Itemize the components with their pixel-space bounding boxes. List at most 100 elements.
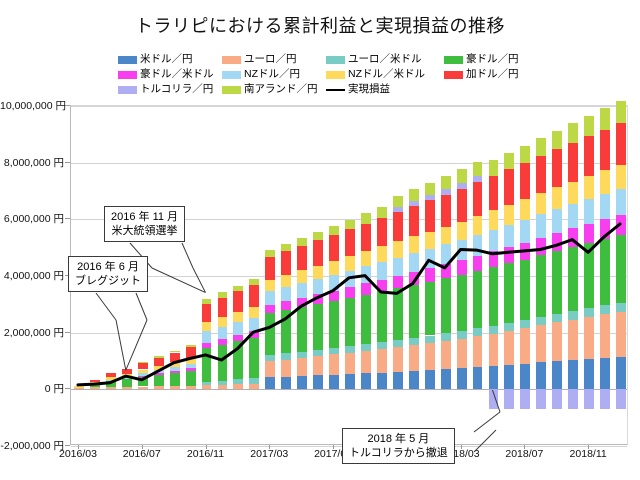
bar-segment bbox=[297, 283, 308, 298]
bar-segment bbox=[392, 288, 403, 340]
legend-item-9[interactable]: 南アランド／円 bbox=[222, 84, 326, 95]
legend-item-5[interactable]: NZドル／円 bbox=[222, 69, 326, 80]
legend-item-4[interactable]: 豪ドル／米ドル bbox=[118, 69, 222, 80]
bar-segment bbox=[456, 240, 467, 261]
bar-column[interactable] bbox=[169, 106, 180, 446]
bar-segment bbox=[217, 338, 228, 345]
bar-segment bbox=[249, 338, 260, 379]
bar-segment bbox=[504, 322, 515, 331]
bar-column[interactable] bbox=[456, 106, 467, 446]
bar-segment bbox=[201, 321, 212, 332]
bar-segment bbox=[233, 322, 244, 335]
bar-segment bbox=[265, 361, 276, 378]
bar-column[interactable] bbox=[616, 101, 626, 446]
y-axis-tick-label: 0 円 bbox=[44, 383, 64, 396]
bar-column[interactable] bbox=[265, 106, 276, 446]
bar-segment bbox=[616, 101, 626, 124]
bar-segment bbox=[201, 299, 212, 304]
legend-item-label: ユーロ／円 bbox=[244, 53, 297, 65]
bar-segment bbox=[345, 297, 355, 347]
bar-column[interactable] bbox=[329, 106, 339, 446]
bar-segment bbox=[520, 162, 531, 200]
x-axis-tick-label: 2016/07 bbox=[122, 448, 161, 460]
bar-segment-negative bbox=[584, 389, 595, 410]
bar-segment bbox=[121, 377, 132, 380]
bar-column[interactable] bbox=[201, 106, 212, 446]
bar-column[interactable] bbox=[392, 106, 403, 446]
legend-item-6[interactable]: NZドル／米ドル bbox=[326, 69, 444, 80]
bar-segment bbox=[440, 333, 451, 341]
bar-column[interactable] bbox=[185, 106, 196, 446]
bar-column[interactable] bbox=[584, 106, 595, 446]
bar-segment bbox=[313, 294, 324, 304]
bar-segment bbox=[392, 346, 403, 372]
bar-column[interactable] bbox=[424, 106, 435, 446]
bar-column[interactable] bbox=[281, 106, 292, 446]
legend-item-10[interactable]: 実現損益 bbox=[326, 84, 444, 95]
bar-segment bbox=[105, 387, 116, 390]
bar-column[interactable] bbox=[600, 106, 611, 446]
bar-segment bbox=[536, 156, 547, 194]
bar-column[interactable] bbox=[472, 106, 483, 446]
bar-segment bbox=[249, 278, 260, 286]
bar-column[interactable] bbox=[233, 106, 244, 446]
bar-column[interactable] bbox=[74, 106, 84, 446]
bar-segment bbox=[600, 314, 611, 358]
bar-column[interactable] bbox=[345, 106, 355, 446]
legend-item-1[interactable]: ユーロ／円 bbox=[222, 54, 326, 65]
bar-segment bbox=[392, 196, 403, 208]
bar-column[interactable] bbox=[313, 106, 324, 446]
bar-column[interactable] bbox=[536, 106, 547, 446]
bar-segment bbox=[137, 372, 148, 376]
bar-segment-negative bbox=[488, 389, 499, 410]
bar-segment bbox=[361, 223, 371, 252]
bar-column[interactable] bbox=[297, 106, 308, 446]
bar-segment bbox=[456, 368, 467, 390]
bar-segment bbox=[153, 386, 164, 390]
bar-segment bbox=[89, 383, 100, 388]
bar-segment bbox=[249, 330, 260, 339]
bar-segment bbox=[376, 341, 387, 349]
y-axis-tick-mark bbox=[65, 105, 70, 106]
bar-column[interactable] bbox=[376, 106, 387, 446]
bar-segment bbox=[568, 228, 579, 247]
bar-segment bbox=[313, 265, 324, 279]
bar-segment bbox=[392, 371, 403, 390]
bar-column[interactable] bbox=[361, 106, 371, 446]
bar-segment bbox=[217, 297, 228, 317]
legend-item-3[interactable]: 豪ドル／円 bbox=[444, 54, 530, 65]
bar-segment bbox=[185, 347, 196, 359]
legend-item-8[interactable]: トルコリラ／円 bbox=[118, 84, 222, 95]
bar-column[interactable] bbox=[440, 106, 451, 446]
bar-segment bbox=[345, 346, 355, 353]
bar-column[interactable] bbox=[504, 106, 515, 446]
bar-segment bbox=[361, 344, 371, 351]
bar-column[interactable] bbox=[568, 106, 579, 446]
bar-segment bbox=[137, 377, 148, 387]
legend-item-7[interactable]: 加ドル／円 bbox=[444, 69, 530, 80]
bar-segment bbox=[313, 303, 324, 350]
bar-segment bbox=[536, 237, 547, 256]
bar-segment bbox=[169, 366, 180, 371]
bar-column[interactable] bbox=[217, 106, 228, 446]
chart-legend: 米ドル／円 ユーロ／円 ユーロ／米ドル 豪ドル／円豪ドル／米ドル NZドル／円 NZドル／… bbox=[118, 52, 530, 97]
bar-column[interactable] bbox=[488, 106, 499, 446]
bar-segment bbox=[456, 169, 467, 184]
bar-column[interactable] bbox=[249, 106, 260, 446]
gridline-y-8000000 bbox=[71, 162, 627, 164]
bar-segment bbox=[520, 259, 531, 321]
bar-column[interactable] bbox=[408, 106, 419, 446]
bar-segment bbox=[233, 334, 244, 342]
bar-segment-negative bbox=[536, 389, 547, 410]
bar-segment bbox=[440, 278, 451, 334]
legend-item-label: NZドル／米ドル bbox=[348, 68, 425, 80]
bar-column[interactable] bbox=[520, 106, 531, 446]
annotation-line-2: 米大統領選挙 bbox=[111, 225, 178, 237]
legend-item-label: 南アランド／円 bbox=[244, 83, 318, 95]
legend-item-0[interactable]: 米ドル／円 bbox=[118, 54, 222, 65]
bar-column[interactable] bbox=[552, 106, 563, 446]
bar-segment bbox=[345, 374, 355, 390]
bar-segment bbox=[472, 271, 483, 329]
legend-item-2[interactable]: ユーロ／米ドル bbox=[326, 54, 444, 65]
bar-column[interactable] bbox=[153, 106, 164, 446]
